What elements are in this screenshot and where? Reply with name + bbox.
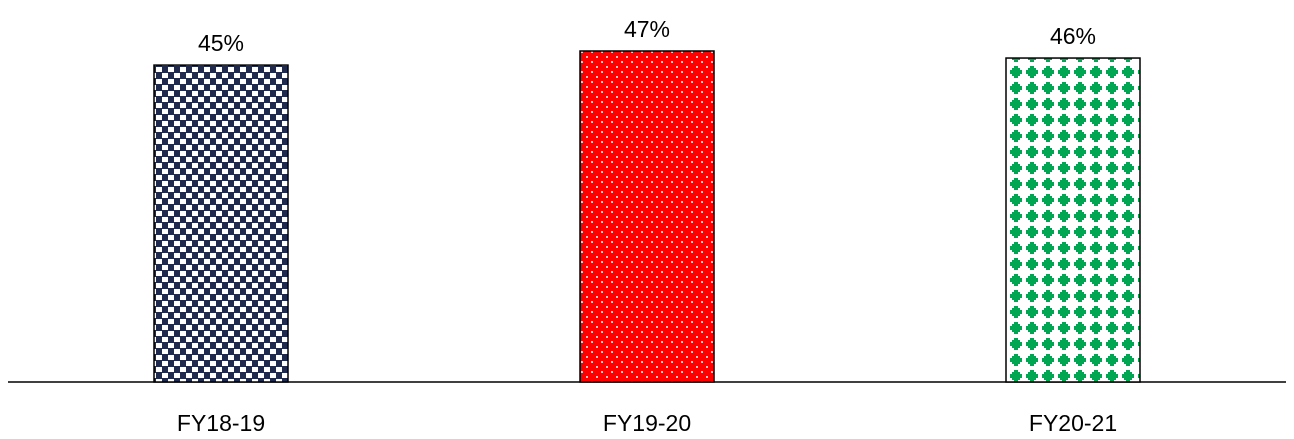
data-label-fy19-20: 47% (624, 16, 670, 42)
bar-fy19-20 (579, 50, 715, 383)
bars-layer (153, 50, 1141, 383)
bar-fy18-19 (153, 64, 289, 383)
bar-fy20-21 (1005, 57, 1141, 383)
x-tick-label-fy20-21: FY20-21 (1029, 410, 1117, 436)
labels-layer: 45% FY18-19 47% FY19-20 46% FY20-21 (177, 16, 1117, 436)
x-tick-label-fy19-20: FY19-20 (603, 410, 691, 436)
x-tick-label-fy18-19: FY18-19 (177, 410, 265, 436)
data-label-fy18-19: 45% (198, 30, 244, 56)
data-label-fy20-21: 46% (1050, 23, 1096, 49)
